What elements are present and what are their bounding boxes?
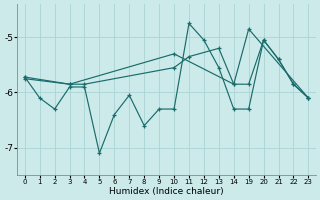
X-axis label: Humidex (Indice chaleur): Humidex (Indice chaleur) [109, 187, 224, 196]
